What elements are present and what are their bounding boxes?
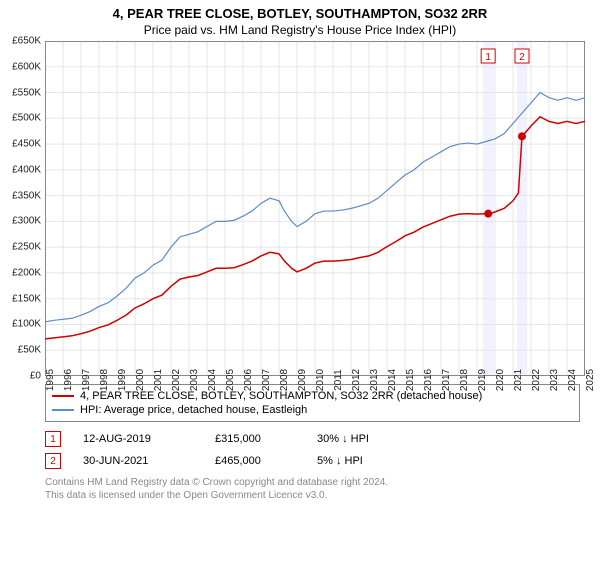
datapoint-delta: 30% ↓ HPI	[317, 433, 369, 445]
y-axis-label: £650K	[12, 36, 41, 47]
y-axis-label: £600K	[12, 61, 41, 72]
x-axis-label: 2015	[405, 369, 416, 391]
datapoint-date: 30-JUN-2021	[83, 455, 193, 467]
x-axis-label: 2010	[315, 369, 326, 391]
y-axis-label: £500K	[12, 113, 41, 124]
datapoint-row: 2 30-JUN-2021 £465,000 5% ↓ HPI	[45, 450, 580, 472]
x-axis-label: 2017	[441, 369, 452, 391]
datapoint-date: 12-AUG-2019	[83, 433, 193, 445]
x-axis-label: 2004	[207, 369, 218, 391]
datapoint-delta: 5% ↓ HPI	[317, 455, 363, 467]
x-axis-label: 2024	[567, 369, 578, 391]
x-axis-label: 2020	[495, 369, 506, 391]
x-axis-label: 2016	[423, 369, 434, 391]
footer-line: This data is licensed under the Open Gov…	[45, 489, 580, 502]
x-axis-label: 2019	[477, 369, 488, 391]
x-axis-label: 2025	[585, 369, 596, 391]
x-axis-label: 2005	[225, 369, 236, 391]
x-axis-label: 2018	[459, 369, 470, 391]
y-axis-label: £0	[30, 371, 41, 382]
x-axis-label: 2009	[297, 369, 308, 391]
x-axis-label: 1999	[117, 369, 128, 391]
x-axis-label: 2002	[171, 369, 182, 391]
y-axis-label: £150K	[12, 293, 41, 304]
svg-text:1: 1	[485, 52, 491, 63]
datapoint-price: £315,000	[215, 433, 295, 445]
svg-text:2: 2	[519, 52, 525, 63]
x-axis-label: 2021	[513, 369, 524, 391]
legend-label: HPI: Average price, detached house, East…	[80, 404, 307, 416]
datapoint-row: 1 12-AUG-2019 £315,000 30% ↓ HPI	[45, 428, 580, 450]
x-axis-label: 2014	[387, 369, 398, 391]
y-axis-label: £100K	[12, 319, 41, 330]
legend-label: 4, PEAR TREE CLOSE, BOTLEY, SOUTHAMPTON,…	[80, 390, 482, 402]
datapoint-table: 1 12-AUG-2019 £315,000 30% ↓ HPI 2 30-JUN-202…	[45, 428, 580, 472]
legend-swatch	[52, 395, 74, 397]
x-axis-label: 1996	[63, 369, 74, 391]
y-axis-label: £400K	[12, 164, 41, 175]
page-subtitle: Price paid vs. HM Land Registry's House …	[0, 23, 600, 37]
footer-line: Contains HM Land Registry data © Crown c…	[45, 476, 580, 489]
x-axis-label: 2013	[369, 369, 380, 391]
x-axis-label: 2022	[531, 369, 542, 391]
y-axis-label: £350K	[12, 190, 41, 201]
y-axis-label: £450K	[12, 139, 41, 150]
x-axis-label: 2000	[135, 369, 146, 391]
legend-swatch	[52, 409, 74, 411]
y-axis-label: £550K	[12, 87, 41, 98]
x-axis-label: 2007	[261, 369, 272, 391]
x-axis-label: 2006	[243, 369, 254, 391]
y-axis-label: £50K	[18, 345, 41, 356]
x-axis-label: 2003	[189, 369, 200, 391]
x-axis-label: 2008	[279, 369, 290, 391]
datapoint-marker: 2	[45, 453, 61, 469]
x-axis-label: 2001	[153, 369, 164, 391]
x-axis-label: 2023	[549, 369, 560, 391]
legend-row: HPI: Average price, detached house, East…	[52, 403, 573, 417]
y-axis-label: £200K	[12, 267, 41, 278]
x-axis-label: 2012	[351, 369, 362, 391]
datapoint-price: £465,000	[215, 455, 295, 467]
datapoint-marker: 1	[45, 431, 61, 447]
y-axis-label: £300K	[12, 216, 41, 227]
x-axis-label: 1998	[99, 369, 110, 391]
x-axis-label: 1995	[45, 369, 56, 391]
page-title: 4, PEAR TREE CLOSE, BOTLEY, SOUTHAMPTON,…	[0, 6, 600, 21]
y-axis-label: £250K	[12, 242, 41, 253]
x-axis-label: 1997	[81, 369, 92, 391]
price-chart: 12£0£50K£100K£150K£200K£250K£300K£350K£4…	[45, 41, 585, 376]
footer-attribution: Contains HM Land Registry data © Crown c…	[45, 476, 580, 502]
x-axis-label: 2011	[333, 369, 344, 391]
